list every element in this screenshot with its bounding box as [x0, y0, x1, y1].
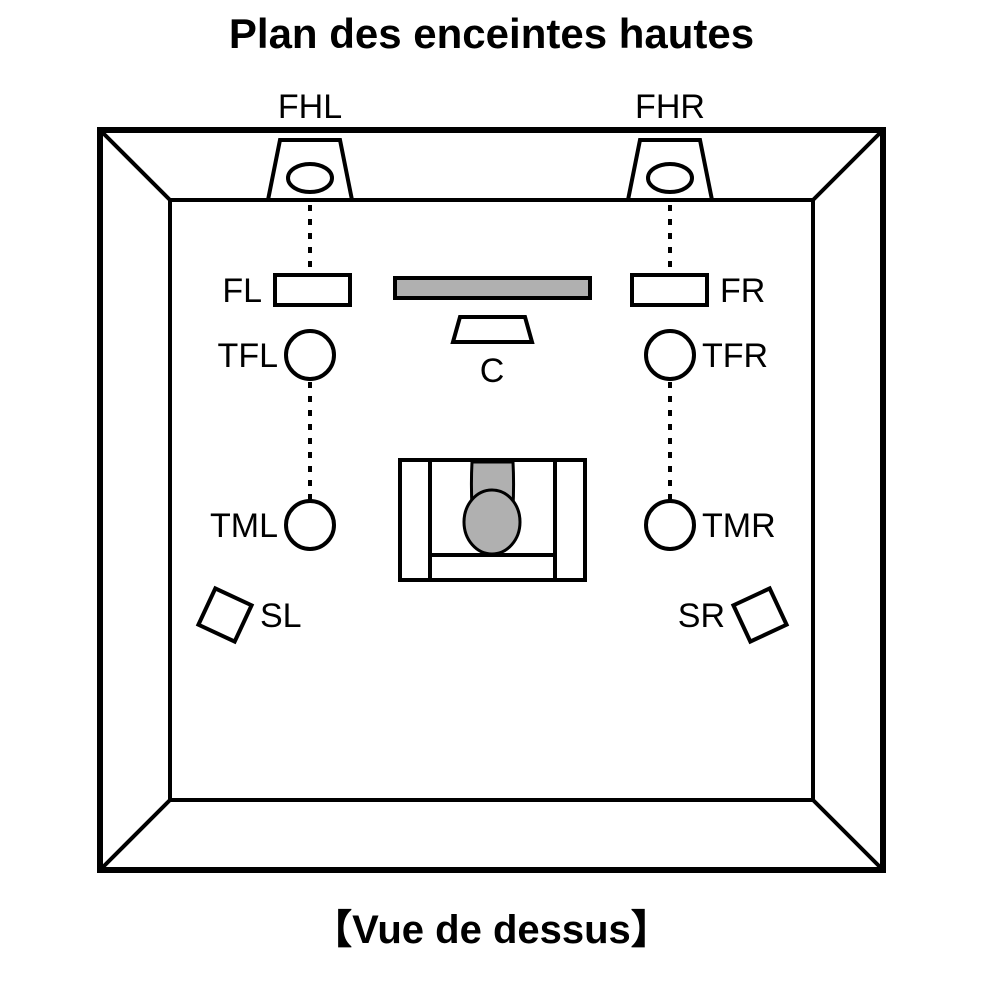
label-sl: SL	[260, 597, 302, 635]
speaker-fr	[632, 275, 707, 305]
label-c: C	[480, 352, 505, 390]
label-tmr: TMR	[702, 507, 776, 545]
speaker-tfr	[646, 331, 694, 379]
label-sr: SR	[678, 597, 725, 635]
label-fl: FL	[222, 272, 262, 310]
label-tml: TML	[210, 507, 278, 545]
listener-couch	[400, 460, 585, 580]
diagram-page: Plan des enceintes hautes FHL FHR FL FR	[0, 0, 983, 985]
speaker-fhr	[628, 140, 712, 200]
speaker-c	[453, 317, 532, 342]
speaker-tmr	[646, 501, 694, 549]
label-fhr: FHR	[635, 88, 705, 126]
label-tfr: TFR	[702, 337, 768, 375]
speaker-fhl	[268, 140, 352, 200]
speaker-layout-diagram: FHL FHR FL FR C TFL TFR TML TMR	[0, 0, 983, 985]
label-tfl: TFL	[218, 337, 278, 375]
diagram-title: Plan des enceintes hautes	[0, 10, 983, 58]
label-fhl: FHL	[278, 88, 342, 126]
speaker-tml	[286, 501, 334, 549]
label-fr: FR	[720, 272, 765, 310]
diagram-caption: 【Vue de dessus】	[0, 897, 983, 955]
tv-bar	[395, 278, 590, 298]
speaker-tfl	[286, 331, 334, 379]
speaker-fl	[275, 275, 350, 305]
